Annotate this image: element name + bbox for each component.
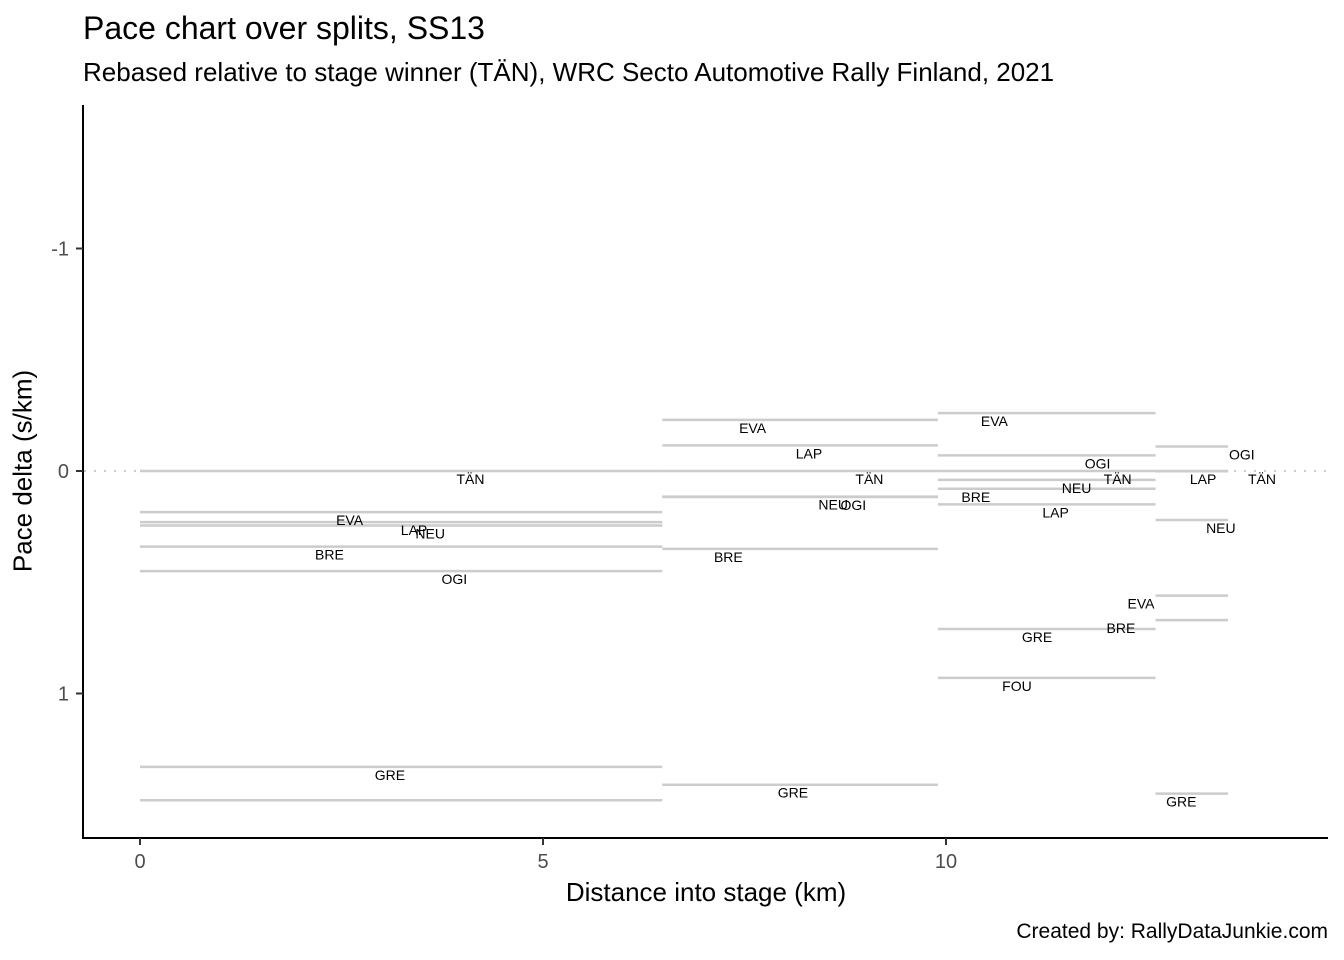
y-axis-ticks: -1 0 1 bbox=[51, 239, 83, 706]
driver-label: GRE bbox=[778, 785, 808, 801]
driver-label: FOU bbox=[1002, 678, 1032, 694]
driver-label: TÄN bbox=[456, 471, 484, 487]
driver-label: OGI bbox=[1085, 455, 1111, 471]
driver-label: EVA bbox=[1128, 596, 1156, 612]
driver-label: TÄN bbox=[1248, 471, 1276, 487]
driver-label: EVA bbox=[739, 420, 767, 436]
driver-label: BRE bbox=[315, 547, 344, 563]
driver-label: OGI bbox=[442, 571, 468, 587]
y-axis-label: Pace delta (s/km) bbox=[7, 369, 38, 573]
x-tick-label: 5 bbox=[537, 851, 548, 873]
driver-label: EVA bbox=[336, 512, 364, 528]
driver-label: GRE bbox=[375, 767, 405, 783]
driver-label: LAP bbox=[1042, 504, 1068, 520]
driver-label: BRE bbox=[1107, 620, 1136, 636]
driver-label: NEU bbox=[1206, 520, 1236, 536]
y-tick-label: 0 bbox=[58, 461, 69, 483]
chart-title: Pace chart over splits, SS13 bbox=[83, 10, 485, 46]
driver-label: TÄN bbox=[855, 471, 883, 487]
driver-label: LAP bbox=[1190, 471, 1216, 487]
y-tick-label: -1 bbox=[51, 239, 69, 261]
driver-labels: TÄNEVALAPNEUBREOGIGREEVALAPTÄNNEUOGIBREG… bbox=[315, 413, 1276, 809]
pace-segments bbox=[140, 411, 1229, 802]
driver-label: NEU bbox=[1062, 480, 1092, 496]
driver-label: LAP bbox=[796, 445, 822, 461]
x-tick-label: 0 bbox=[134, 851, 145, 873]
y-tick-label: 1 bbox=[58, 684, 69, 706]
chart-subtitle: Rebased relative to stage winner (TÄN), … bbox=[83, 57, 1055, 87]
driver-label: BRE bbox=[961, 489, 990, 505]
driver-label: TÄN bbox=[1104, 471, 1132, 487]
x-axis-label: Distance into stage (km) bbox=[565, 877, 847, 907]
x-axis-ticks: 0 5 10 bbox=[134, 838, 957, 873]
driver-label: EVA bbox=[981, 413, 1009, 429]
driver-label: NEU bbox=[818, 497, 848, 513]
driver-label: GRE bbox=[1022, 629, 1052, 645]
driver-label: NEU bbox=[415, 526, 445, 542]
driver-label: OGI bbox=[1229, 447, 1255, 463]
credit-caption: Created by: RallyDataJunkie.com bbox=[1016, 920, 1328, 943]
x-tick-label: 10 bbox=[935, 851, 957, 873]
driver-label: BRE bbox=[714, 549, 743, 565]
driver-label: LAP bbox=[401, 522, 427, 538]
driver-label: OGI bbox=[840, 497, 866, 513]
driver-label: GRE bbox=[1166, 794, 1196, 810]
